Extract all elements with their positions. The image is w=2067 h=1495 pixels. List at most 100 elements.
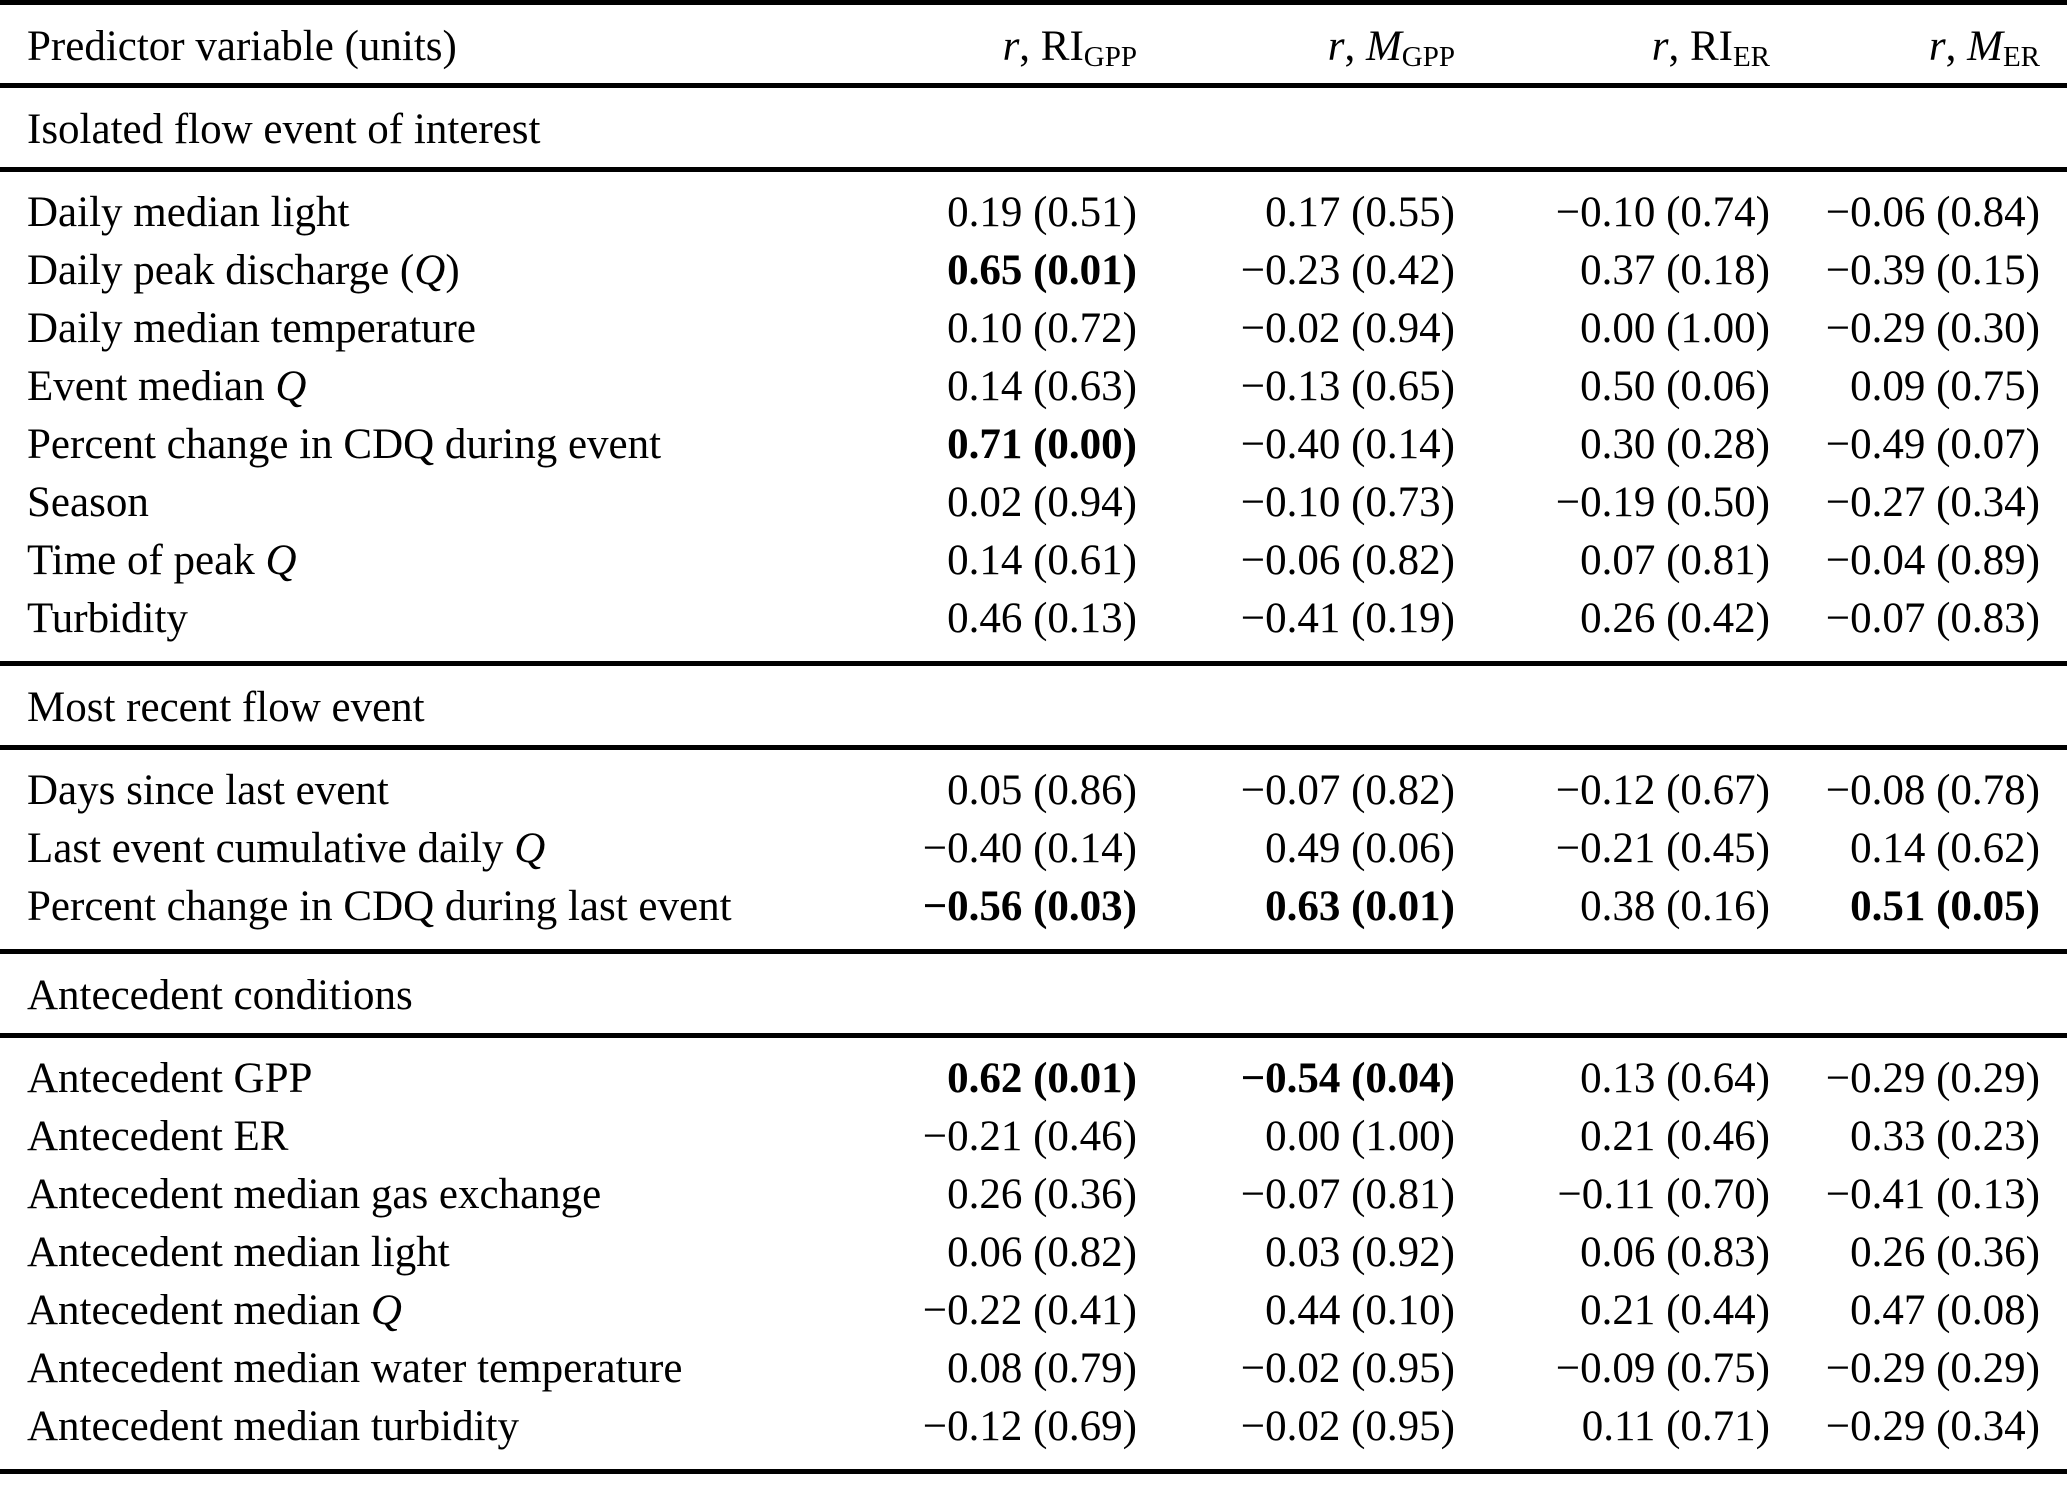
- table-row: Turbidity 0.46 (0.13) −0.41 (0.19) 0.26 (0.…: [0, 590, 2067, 648]
- predictor-label-text: Antecedent median light: [27, 1229, 450, 1276]
- predictor-label-italic: Q: [275, 363, 307, 410]
- correlation-value: 0.06 (0.83): [1580, 1229, 1770, 1276]
- predictor-label-text: Daily peak discharge (: [27, 247, 415, 294]
- predictor-label: Time of peak Q: [0, 532, 877, 590]
- col-header-predictor-variable: Predictor variable (units): [27, 23, 457, 70]
- predictor-label-text: Last event cumulative daily: [27, 825, 515, 872]
- predictor-label: Antecedent median light: [0, 1224, 877, 1282]
- correlation-value: 0.13 (0.64): [1580, 1055, 1770, 1102]
- predictor-label: Antecedent median turbidity: [0, 1398, 877, 1456]
- correlation-value: 0.51 (0.05): [1850, 883, 2040, 930]
- correlation-value: 0.08 (0.79): [947, 1345, 1137, 1392]
- correlation-value: −0.06 (0.82): [1240, 537, 1455, 584]
- col-header-r-ri-gpp: r, RIGPP: [877, 5, 1137, 88]
- predictor-label: Antecedent median gas exchange: [0, 1166, 877, 1224]
- predictor-label: Antecedent ER: [0, 1108, 877, 1166]
- correlation-value: 0.37 (0.18): [1580, 247, 1770, 294]
- metric-name: RI: [1040, 23, 1084, 70]
- predictor-label: Event median Q: [0, 358, 877, 416]
- correlation-value: −0.04 (0.89): [1825, 537, 2040, 584]
- table-header-row: Predictor variable (units) r, RIGPP r, M…: [0, 5, 2067, 88]
- correlation-value: −0.02 (0.94): [1240, 305, 1455, 352]
- correlation-value: 0.65 (0.01): [947, 247, 1137, 294]
- correlation-value: −0.41 (0.19): [1240, 595, 1455, 642]
- section-title: Most recent flow event: [0, 666, 2067, 750]
- correlation-value: −0.07 (0.82): [1240, 767, 1455, 814]
- correlation-value: −0.13 (0.65): [1240, 363, 1455, 410]
- correlation-value: −0.02 (0.95): [1240, 1345, 1455, 1392]
- correlation-value: −0.29 (0.30): [1825, 305, 2040, 352]
- correlation-value: −0.23 (0.42): [1240, 247, 1455, 294]
- correlation-value: 0.10 (0.72): [947, 305, 1137, 352]
- header-separator: ,: [1668, 23, 1690, 70]
- predictor-label: Antecedent median water temperature: [0, 1340, 877, 1398]
- correlation-value: 0.50 (0.06): [1580, 363, 1770, 410]
- correlation-value: 0.21 (0.44): [1580, 1287, 1770, 1334]
- table-row: Daily median temperature 0.10 (0.72) −0.02…: [0, 300, 2067, 358]
- predictor-label-text: Days since last event: [27, 767, 389, 814]
- table-row: Antecedent median water temperature 0.08 …: [0, 1340, 2067, 1398]
- correlation-value: 0.46 (0.13): [947, 595, 1137, 642]
- correlation-value: 0.26 (0.42): [1580, 595, 1770, 642]
- correlation-value: 0.00 (1.00): [1265, 1113, 1455, 1160]
- correlation-value: −0.29 (0.34): [1825, 1403, 2040, 1450]
- correlation-value: −0.21 (0.45): [1555, 825, 1770, 872]
- predictor-label: Antecedent median Q: [0, 1282, 877, 1340]
- col-header-r-ri-er: r, RIER: [1455, 5, 1770, 88]
- predictor-label-text: Antecedent median gas exchange: [27, 1171, 602, 1218]
- correlation-value: 0.62 (0.01): [947, 1055, 1137, 1102]
- metric-name: RI: [1689, 23, 1733, 70]
- correlation-value: 0.44 (0.10): [1265, 1287, 1455, 1334]
- predictor-label-text: Event median: [27, 363, 276, 410]
- correlation-value: −0.10 (0.73): [1240, 479, 1455, 526]
- correlation-value: 0.06 (0.82): [947, 1229, 1137, 1276]
- correlation-value: 0.07 (0.81): [1580, 537, 1770, 584]
- correlation-value: 0.09 (0.75): [1850, 363, 2040, 410]
- correlation-value: 0.11 (0.71): [1581, 1403, 1770, 1450]
- table-row: Percent change in CDQ during event 0.71 (…: [0, 416, 2067, 474]
- table-row: Season 0.02 (0.94) −0.10 (0.73) −0.19 (0.50…: [0, 474, 2067, 532]
- correlation-value: −0.07 (0.83): [1825, 595, 2040, 642]
- header-separator: ,: [1019, 23, 1041, 70]
- predictor-label-text: Daily median temperature: [27, 305, 476, 352]
- r-symbol: r: [1651, 23, 1669, 70]
- correlation-value: −0.07 (0.81): [1240, 1171, 1455, 1218]
- predictor-label-text: Antecedent median: [27, 1287, 371, 1334]
- predictor-label-italic: Q: [514, 825, 546, 872]
- correlation-value: −0.09 (0.75): [1555, 1345, 1770, 1392]
- predictor-label-text: Time of peak: [27, 537, 266, 584]
- correlation-value: −0.39 (0.15): [1825, 247, 2040, 294]
- correlation-value: 0.49 (0.06): [1265, 825, 1455, 872]
- correlation-value: 0.26 (0.36): [947, 1171, 1137, 1218]
- predictor-label-italic: Q: [414, 247, 446, 294]
- predictor-label-text: ): [445, 247, 460, 294]
- predictor-label: Daily peak discharge (Q): [0, 242, 877, 300]
- predictor-label-text: Season: [27, 479, 149, 526]
- correlation-value: −0.49 (0.07): [1825, 421, 2040, 468]
- correlation-value: −0.10 (0.74): [1555, 189, 1770, 236]
- correlation-value: 0.33 (0.23): [1850, 1113, 2040, 1160]
- metric-subscript: GPP: [1401, 41, 1455, 74]
- correlation-value: −0.27 (0.34): [1825, 479, 2040, 526]
- header-separator: ,: [1945, 23, 1968, 70]
- predictor-label-text: Turbidity: [27, 595, 188, 642]
- table-row: Last event cumulative daily Q −0.40 (0.14…: [0, 820, 2067, 878]
- metric-subscript: GPP: [1083, 41, 1137, 74]
- table-row: Daily peak discharge (Q) 0.65 (0.01) −0.23…: [0, 242, 2067, 300]
- correlation-value: −0.40 (0.14): [922, 825, 1137, 872]
- correlation-value: 0.71 (0.00): [947, 421, 1137, 468]
- header-separator: ,: [1344, 23, 1366, 70]
- correlation-value: −0.40 (0.14): [1240, 421, 1455, 468]
- correlation-value: 0.05 (0.86): [947, 767, 1137, 814]
- correlation-value: 0.38 (0.16): [1580, 883, 1770, 930]
- table-row: Antecedent median Q −0.22 (0.41) 0.44 (0.1…: [0, 1282, 2067, 1340]
- table-row: Antecedent ER −0.21 (0.46) 0.00 (1.00) 0.21…: [0, 1108, 2067, 1166]
- correlation-value: −0.19 (0.50): [1555, 479, 1770, 526]
- predictor-label: Season: [0, 474, 877, 532]
- correlation-value: 0.30 (0.28): [1580, 421, 1770, 468]
- predictor-label: Percent change in CDQ during event: [0, 416, 877, 474]
- metric-name: M: [1967, 23, 2003, 70]
- correlation-value: 0.21 (0.46): [1580, 1113, 1770, 1160]
- table-row: Percent change in CDQ during last event −…: [0, 878, 2067, 936]
